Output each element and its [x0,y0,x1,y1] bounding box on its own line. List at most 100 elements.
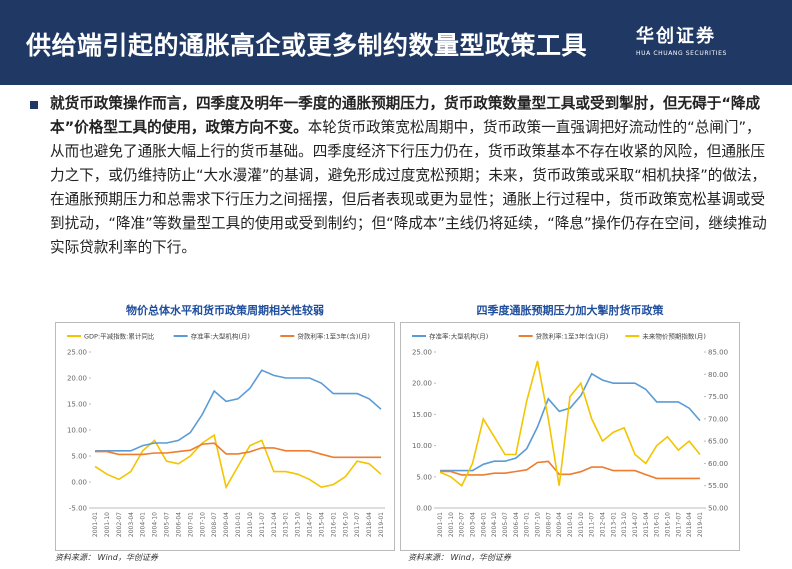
body-text: 就货币政策操作而言，四季度及明年一季度的通胀预期压力，货币政策数量型工具或受到掣… [50,92,772,260]
x-tick-label: 2004-01 [480,512,487,537]
x-tick-label: 2016-01 [654,512,661,537]
y-tick-label: -5.00 [69,505,87,513]
x-tick-label: 2002-07 [459,512,466,537]
x-tick-label: 2009-04 [556,512,563,537]
x-tick-label: 2001-01 [92,512,99,537]
legend-label: 存准率:大型机构(月) [429,332,488,341]
y2-tick-label: 70.00 [708,415,728,423]
series-line [440,460,700,480]
x-tick-label: 2003-04 [470,512,477,537]
chart-frame [400,322,740,551]
logo-name: 华创证券 [636,26,716,47]
logo: 华创证券 HUA CHUANG SECURITIES [636,22,727,57]
x-tick-label: 2001-10 [448,512,455,537]
y-tick-label: 20.00 [412,380,432,388]
x-tick-label: 2005-07 [164,512,171,537]
body-rest: 本轮货币政策宽松周期中，货币政策一直强调把好流动性的“总闸门”，从而也避免了通胀… [50,119,767,256]
legend-label: 贷款利率:1至3年(含)(月) [297,332,370,341]
body-bold: 就货币政策操作而言，四季度及明年一季度的通胀预期压力，货币政策数量型工具或受到掣… [50,95,761,136]
slide-title: 供给端引起的通胀高企或更多制约数量型政策工具 [26,31,588,60]
x-tick-label: 2019-01 [378,512,385,537]
series-line [94,433,382,490]
x-tick-label: 2010-01 [235,512,242,537]
y2-tick-label: 50.00 [708,505,728,513]
header-bar: 供给端引起的通胀高企或更多制约数量型政策工具 华创证券 HUA CHUANG S… [0,0,792,85]
x-tick-label: 2018-04 [686,512,693,537]
x-tick-label: 2002-07 [116,512,123,537]
x-tick-label: 2004-10 [491,512,498,537]
x-tick-label: 2012-04 [271,512,278,537]
series-line [439,360,701,487]
y-tick-label: 25.00 [67,349,87,357]
legend-label: 未来物价预期指数(月) [642,332,706,341]
source-note: 资料来源： Wind，华创证券 [55,553,158,562]
x-tick-label: 2007-01 [524,512,531,537]
x-tick-label: 2011-07 [589,512,596,537]
x-tick-label: 2013-10 [295,512,302,537]
x-tick-label: 2010-10 [247,512,254,537]
y-tick-label: 0.00 [71,479,87,487]
chart-title: 四季度通胀预期压力加大掣肘货币政策 [476,304,664,317]
chart: 0.00 5.00 10.00 15.00 20.00 25.00 50.00 55.00 60… [400,322,740,551]
y-tick-label: 10.00 [67,427,87,435]
x-tick-label: 2015-04 [643,512,650,537]
x-tick-label: 2013-01 [610,512,617,537]
y-tick-label: 20.00 [67,375,87,383]
legend-label: GDP:平减指数:累计同比 [84,332,155,341]
y2-tick-label: 55.00 [708,482,728,490]
series-line [95,369,382,452]
x-tick-label: 2006-04 [513,512,520,537]
x-tick-label: 2008-07 [211,512,218,537]
x-tick-label: 2017-07 [675,512,682,537]
x-tick-label: 2007-01 [187,512,194,537]
y-tick-label: 10.00 [412,442,432,450]
y2-tick-label: 85.00 [708,349,728,357]
x-tick-label: 2004-01 [140,512,147,537]
x-tick-label: 2011-07 [259,512,266,537]
y-tick-label: 15.00 [412,411,432,419]
y2-tick-label: 75.00 [708,393,728,401]
x-tick-label: 2014-07 [632,512,639,537]
source-note: 资料来源： Wind，华创证券 [408,553,511,562]
y-tick-label: 5.00 [71,453,87,461]
x-tick-label: 2006-04 [175,512,182,537]
x-tick-label: 2010-01 [567,512,574,537]
legend-label: 存准率:大型机构(月) [191,332,250,341]
legend-label: 贷款利率:1至3年(含)(月) [536,332,609,341]
y-tick-label: 15.00 [67,401,87,409]
y-tick-label: 25.00 [412,349,432,357]
x-tick-label: 2016-01 [330,512,337,537]
x-tick-label: 2014-07 [307,512,314,537]
chart: -5.00 0.00 5.00 10.00 15.00 20.00 25.00 2001-01… [55,322,395,551]
series-line [440,372,701,472]
chart-title: 物价总体水平和货币政策周期相关性较弱 [126,304,324,317]
y2-tick-label: 80.00 [708,371,728,379]
logo-subtitle: HUA CHUANG SECURITIES [636,50,727,57]
x-tick-label: 2010-10 [578,512,585,537]
x-tick-label: 2007-10 [199,512,206,537]
x-tick-label: 2013-01 [283,512,290,537]
y-tick-label: 0.00 [416,505,432,513]
y2-tick-label: 60.00 [708,460,728,468]
chart-frame [55,322,395,551]
x-tick-label: 2017-07 [354,512,361,537]
x-tick-label: 2003-04 [128,512,135,537]
x-tick-label: 2016-10 [342,512,349,537]
x-tick-label: 2012-04 [600,512,607,537]
x-tick-label: 2001-10 [104,512,111,537]
x-tick-label: 2004-10 [152,512,159,537]
bullet [30,101,38,109]
x-tick-label: 2013-10 [621,512,628,537]
x-tick-label: 2015-04 [318,512,325,537]
y2-tick-label: 65.00 [708,438,728,446]
x-tick-label: 2001-01 [437,512,444,537]
x-tick-label: 2019-01 [697,512,704,537]
x-tick-label: 2007-10 [535,512,542,537]
y-tick-label: 5.00 [416,473,432,481]
x-tick-label: 2018-04 [366,512,373,537]
series-line [95,442,381,459]
x-tick-label: 2009-04 [223,512,230,537]
x-tick-label: 2008-07 [545,512,552,537]
x-tick-label: 2016-10 [665,512,672,537]
